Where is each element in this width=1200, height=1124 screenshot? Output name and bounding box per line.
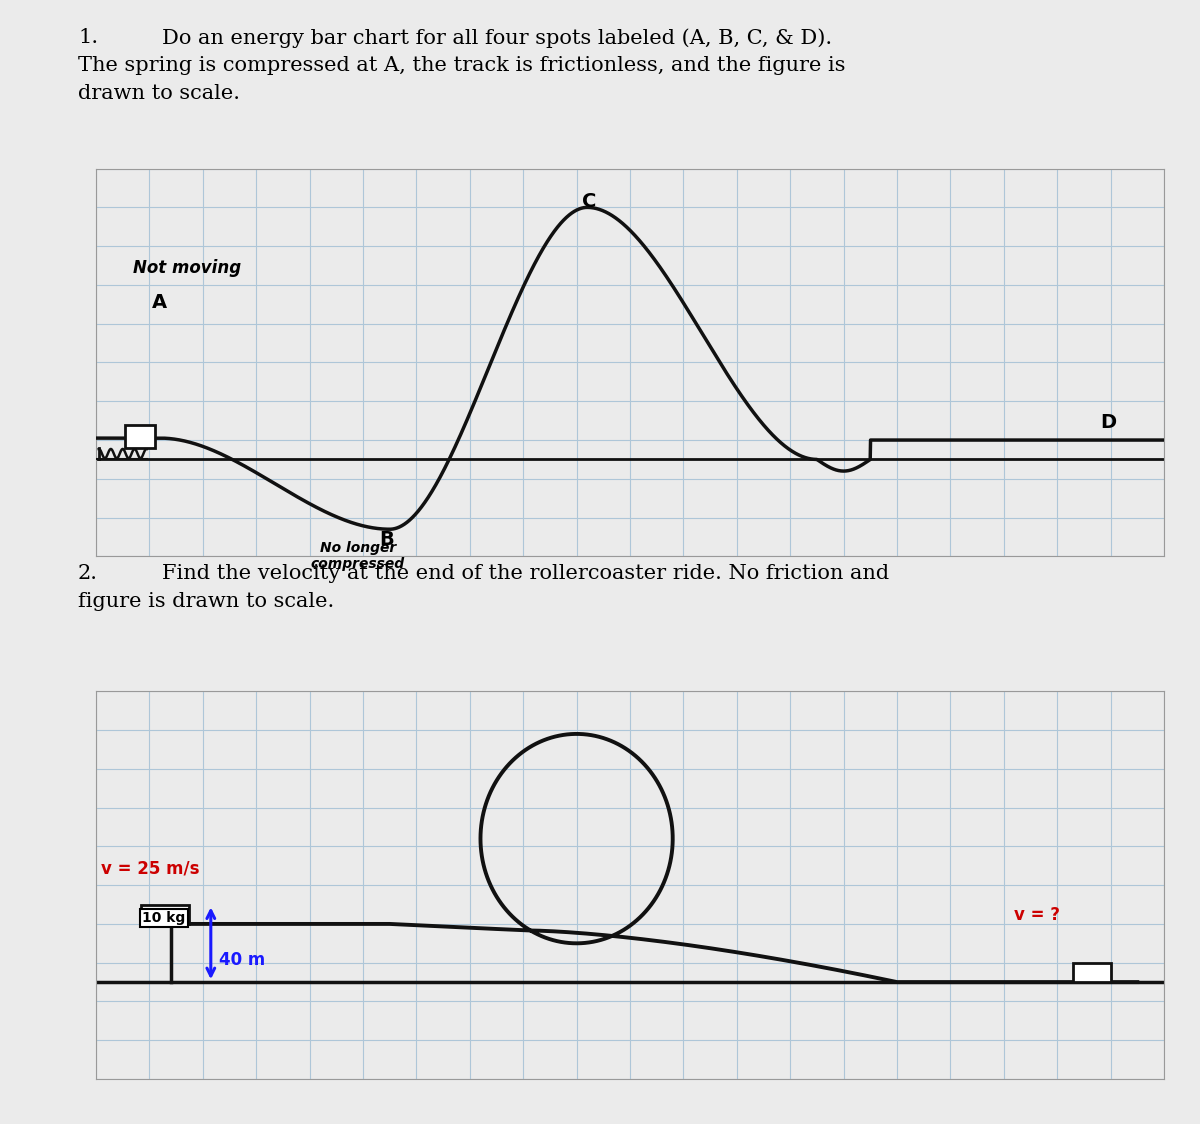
Text: Do an energy bar chart for all four spots labeled (A, B, C, & D).: Do an energy bar chart for all four spot…	[162, 28, 832, 48]
Bar	[142, 905, 190, 924]
Text: A: A	[152, 293, 167, 312]
Text: v = ?: v = ?	[1014, 906, 1061, 924]
Text: The spring is compressed at A, the track is frictionless, and the figure is: The spring is compressed at A, the track…	[78, 56, 846, 75]
Text: Not moving: Not moving	[133, 260, 241, 278]
Text: Find the velocity at the end of the rollercoaster ride. No friction and: Find the velocity at the end of the roll…	[162, 564, 889, 583]
Text: v = 25 m/s: v = 25 m/s	[101, 860, 200, 878]
Text: 1.: 1.	[78, 28, 98, 47]
Text: figure is drawn to scale.: figure is drawn to scale.	[78, 592, 335, 611]
Bar	[1073, 962, 1111, 982]
Text: 2.: 2.	[78, 564, 98, 583]
Text: B: B	[379, 529, 394, 549]
Text: 10 kg: 10 kg	[143, 910, 186, 925]
Text: D: D	[1100, 414, 1116, 433]
Text: C: C	[582, 192, 596, 211]
Text: drawn to scale.: drawn to scale.	[78, 84, 240, 103]
Bar	[125, 425, 155, 447]
Text: 40 m: 40 m	[218, 951, 265, 969]
Text: No longer
compressed: No longer compressed	[311, 541, 404, 571]
